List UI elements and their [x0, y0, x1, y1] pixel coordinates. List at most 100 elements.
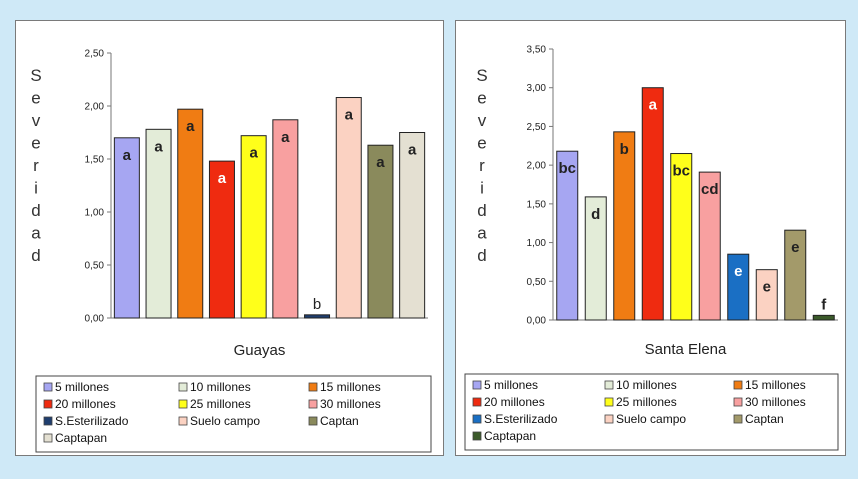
- legend-swatch-5-millones: [43, 382, 53, 392]
- y-tick-label: 3,50: [527, 45, 547, 56]
- x-axis-label: Guayas: [234, 342, 286, 359]
- bar-30-millones: [698, 171, 721, 321]
- legend-swatch-captan: [733, 414, 743, 424]
- legend-swatch-captapan: [472, 431, 482, 441]
- bar-letter-label: bc: [558, 160, 576, 177]
- bar-5-millones: [556, 150, 579, 321]
- legend-swatch-10-millones: [604, 380, 614, 390]
- legend-label-captan: Captan: [745, 412, 784, 426]
- legend-swatch-20-millones: [472, 397, 482, 407]
- bar-letter-label: a: [345, 107, 354, 124]
- bar-letter-label: b: [313, 296, 321, 313]
- legend-swatch-30-millones: [308, 399, 318, 409]
- bar-captan: [784, 229, 807, 321]
- bar-15-millones: [613, 131, 636, 321]
- bar-25-millones: [240, 135, 267, 319]
- legend-label-20-millones: 20 millones: [484, 395, 545, 409]
- legend-swatch-5-millones: [472, 380, 482, 390]
- bar-letter-label: d: [591, 206, 600, 223]
- legend-label-captan: Captan: [320, 414, 359, 428]
- legend-label-30-millones: 30 millones: [320, 397, 381, 411]
- bar-letter-label: b: [620, 141, 629, 158]
- legend-label-25-millones: 25 millones: [616, 395, 677, 409]
- bar-30-millones: [272, 119, 299, 319]
- bar-s-esterilizado: [304, 314, 331, 319]
- bar-letter-label: f: [821, 296, 827, 313]
- bar-20-millones: [641, 87, 664, 321]
- bar-suelo-campo: [335, 97, 362, 319]
- legend-swatch-suelo-campo: [178, 416, 188, 426]
- legend-swatch-captan: [308, 416, 318, 426]
- bar-letter-label: bc: [672, 163, 690, 180]
- x-axis-label: Santa Elena: [645, 341, 727, 358]
- legend-label-30-millones: 30 millones: [745, 395, 806, 409]
- legend-swatch-15-millones: [308, 382, 318, 392]
- legend-swatch-captapan: [43, 433, 53, 443]
- legend-label-s-esterilizado: S.Esterilizado: [55, 414, 129, 428]
- legend-swatch-25-millones: [604, 397, 614, 407]
- bar-letter-label: a: [281, 129, 290, 146]
- y-tick-label: 1,50: [527, 199, 547, 210]
- legend-swatch-s-esterilizado: [472, 414, 482, 424]
- y-tick-label: 1,50: [85, 155, 105, 166]
- bar-letter-label: e: [791, 239, 799, 256]
- bar-letter-label: a: [218, 170, 227, 187]
- bar-suelo-campo: [755, 269, 778, 321]
- legend-label-15-millones: 15 millones: [745, 378, 806, 392]
- bar-letter-label: e: [763, 279, 771, 296]
- bar-letter-label: e: [734, 263, 742, 280]
- bar-letter-label: a: [376, 154, 385, 171]
- legend-swatch-suelo-campo: [604, 414, 614, 424]
- y-tick-label: 2,50: [85, 49, 105, 60]
- bar-captapan: [399, 132, 426, 319]
- y-tick-label: 2,00: [85, 102, 105, 113]
- y-tick-label: 0,00: [85, 314, 105, 325]
- legend-label-suelo-campo: Suelo campo: [616, 412, 686, 426]
- bar-letter-label: a: [249, 145, 258, 162]
- legend-label-suelo-campo: Suelo campo: [190, 414, 260, 428]
- legend-swatch-25-millones: [178, 399, 188, 409]
- bar-10-millones: [145, 128, 172, 319]
- chart-guayas: 0,00 0,50 1,00 1,50 2,00 2,50 S e v e r i d a d a a a a a a b…: [30, 49, 432, 453]
- legend-label-5-millones: 5 millones: [55, 380, 109, 394]
- legend-label-10-millones: 10 millones: [190, 380, 251, 394]
- bar-5-millones: [113, 137, 140, 319]
- bar-letter-label: a: [154, 138, 163, 155]
- legend-label-captapan: Captapan: [55, 431, 107, 445]
- legend-swatch-30-millones: [733, 397, 743, 407]
- legend-swatch-s-esterilizado: [43, 416, 53, 426]
- y-tick-label: 0,00: [527, 316, 547, 327]
- legend-label-25-millones: 25 millones: [190, 397, 251, 411]
- y-tick-label: 3,00: [527, 83, 547, 94]
- legend-label-15-millones: 15 millones: [320, 380, 381, 394]
- chart-santa-elena: 0,00 0,50 1,00 1,50 2,00 2,50 3,00 3,50 S e v e r i d a…: [464, 45, 839, 451]
- bar-letter-label: a: [408, 142, 417, 159]
- bar-letter-label: cd: [701, 181, 719, 198]
- legend-label-s-esterilizado: S.Esterilizado: [484, 412, 558, 426]
- legend-label-20-millones: 20 millones: [55, 397, 116, 411]
- legend-swatch-15-millones: [733, 380, 743, 390]
- bar-s-esterilizado: [727, 253, 750, 321]
- y-tick-label: 1,00: [527, 238, 547, 249]
- y-tick-label: 0,50: [85, 261, 105, 272]
- bar-25-millones: [670, 153, 693, 321]
- bar-letter-label: a: [123, 147, 132, 164]
- bar-20-millones: [208, 160, 235, 319]
- bar-15-millones: [177, 108, 204, 319]
- legend-swatch-20-millones: [43, 399, 53, 409]
- y-tick-label: 0,50: [527, 277, 547, 288]
- y-tick-label: 1,00: [85, 208, 105, 219]
- legend-label-10-millones: 10 millones: [616, 378, 677, 392]
- bar-captan: [367, 144, 394, 319]
- bar-letter-label: a: [186, 118, 195, 135]
- legend: [35, 375, 432, 453]
- legend: [464, 373, 839, 451]
- legend-label-5-millones: 5 millones: [484, 378, 538, 392]
- y-tick-label: 2,00: [527, 161, 547, 172]
- bar-10-millones: [584, 196, 607, 321]
- bar-letter-label: a: [649, 97, 658, 114]
